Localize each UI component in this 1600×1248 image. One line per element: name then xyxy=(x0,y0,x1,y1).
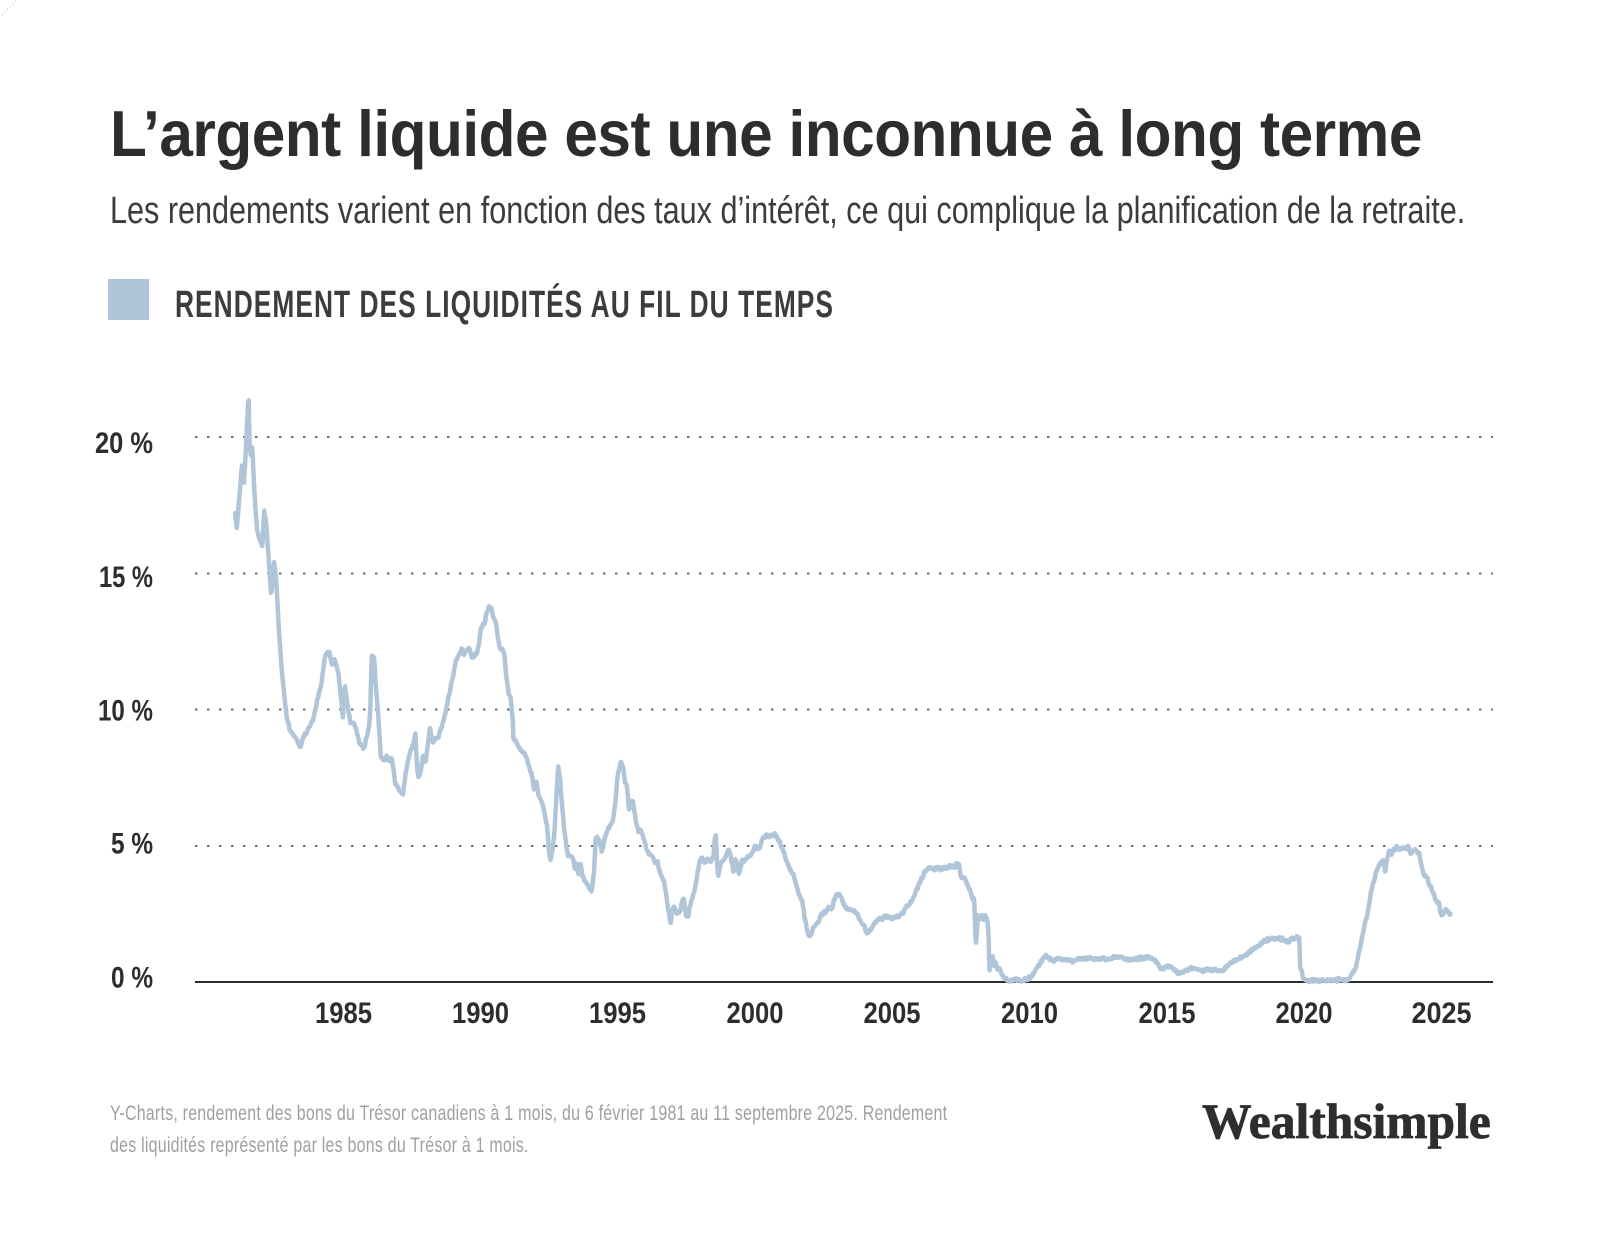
svg-text:1985: 1985 xyxy=(315,997,372,1030)
svg-text:2010: 2010 xyxy=(1001,997,1058,1030)
svg-text:2020: 2020 xyxy=(1276,997,1333,1030)
svg-text:2025: 2025 xyxy=(1412,997,1472,1030)
svg-text:2000: 2000 xyxy=(727,997,784,1030)
svg-text:15 %: 15 % xyxy=(99,561,153,594)
svg-text:1995: 1995 xyxy=(589,997,646,1030)
svg-text:10 %: 10 % xyxy=(98,695,153,728)
svg-text:20 %: 20 % xyxy=(95,427,153,460)
svg-text:5 %: 5 % xyxy=(111,828,153,861)
svg-text:2015: 2015 xyxy=(1139,997,1196,1030)
svg-text:1990: 1990 xyxy=(452,997,509,1030)
svg-text:2005: 2005 xyxy=(864,997,921,1030)
svg-text:0 %: 0 % xyxy=(111,962,153,995)
